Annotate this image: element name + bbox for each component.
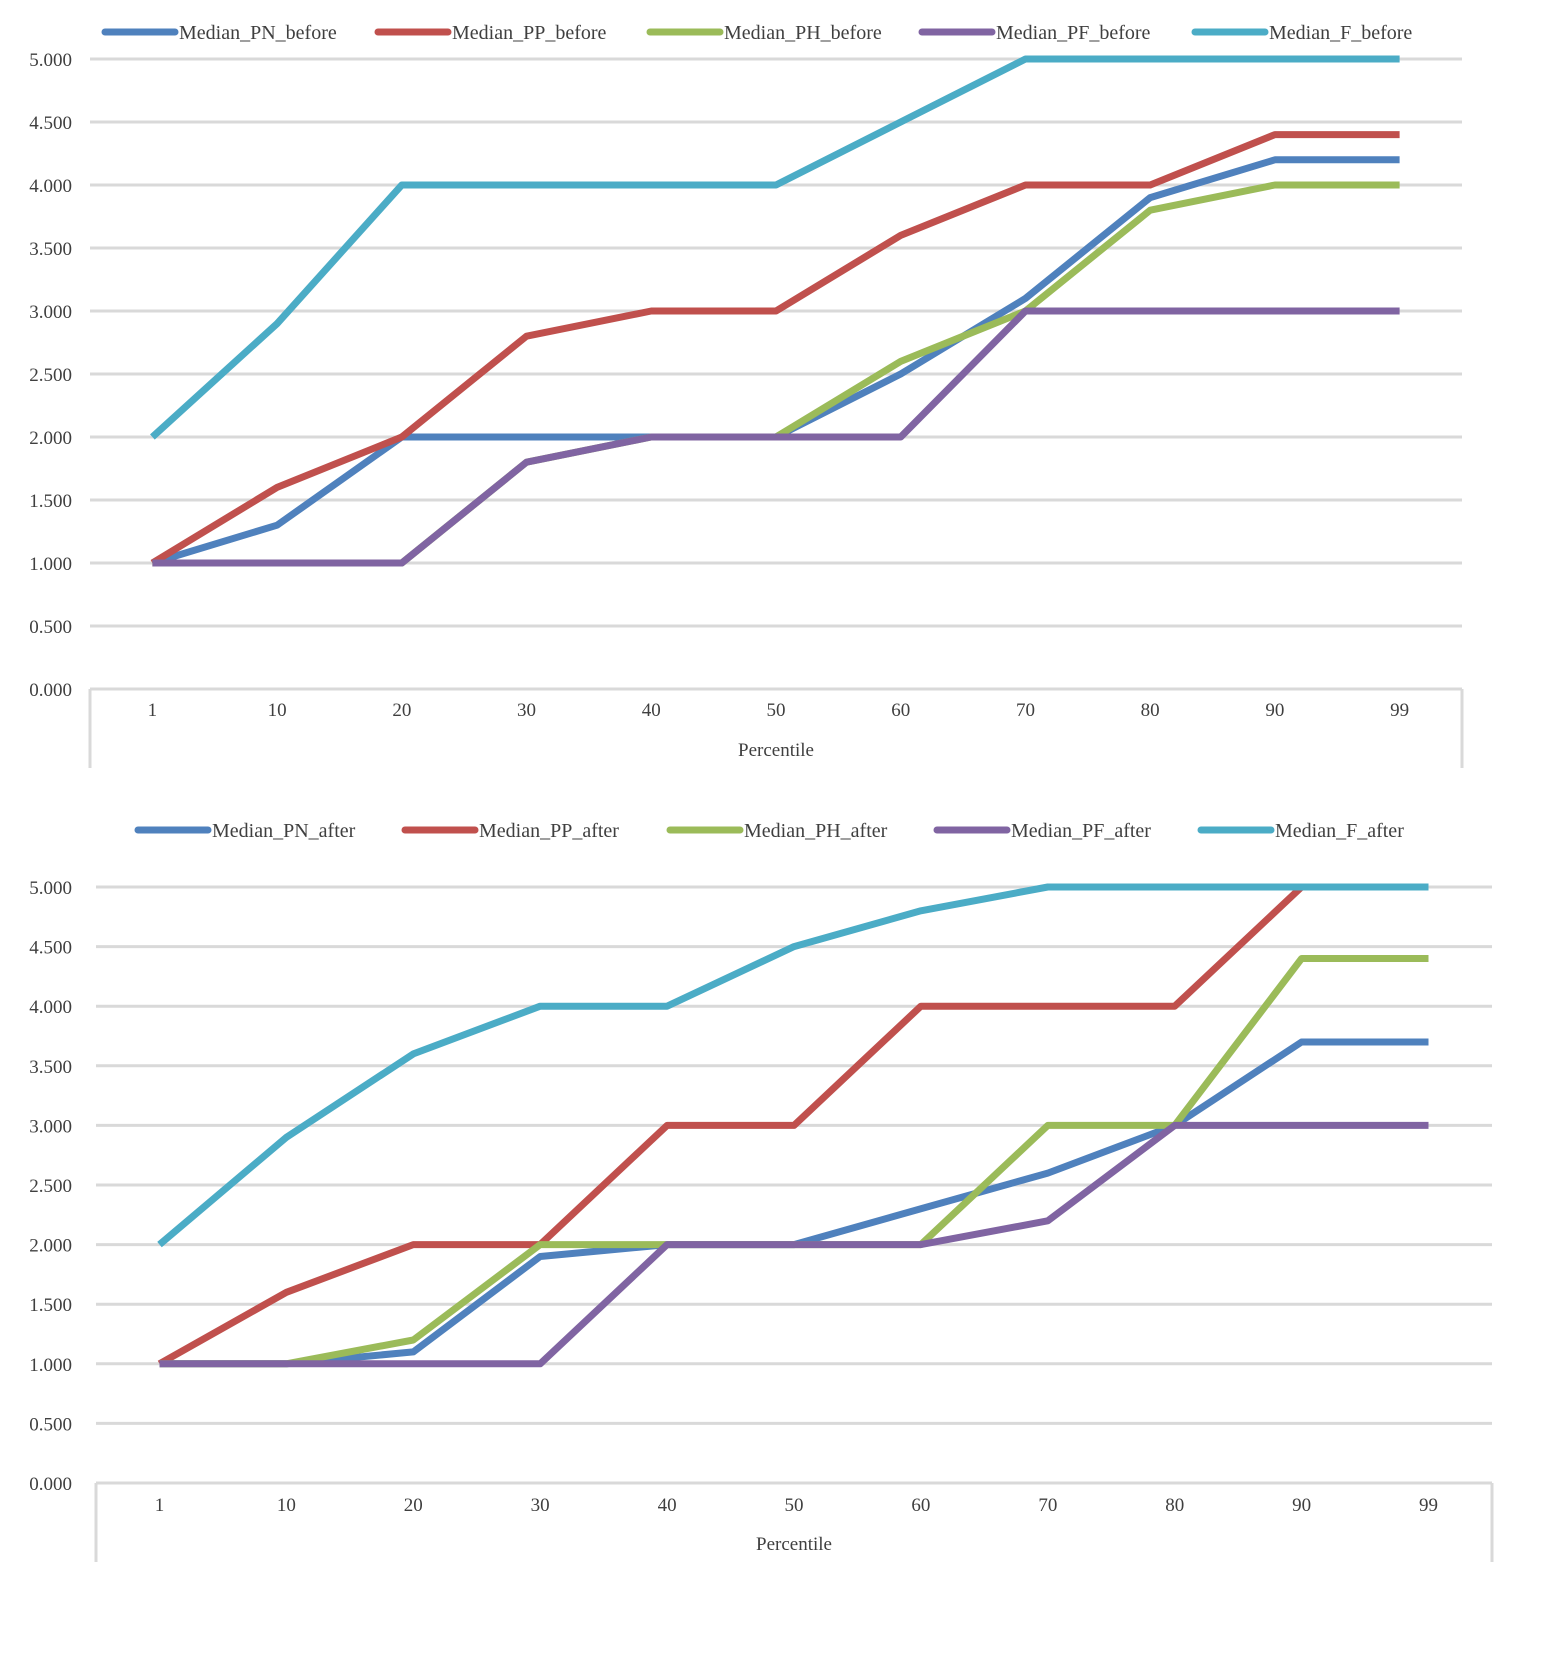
series-line-median-pn-after xyxy=(159,1038,1429,1368)
x-axis-title: Percentile xyxy=(738,740,814,761)
legend-item: Median_F_after xyxy=(1197,820,1404,842)
x-tick-label: 10 xyxy=(277,1495,296,1516)
legend-label: Median_F_after xyxy=(1275,820,1404,842)
legend-label: Median_F_before xyxy=(1269,22,1412,44)
x-tick-label: 99 xyxy=(1419,1495,1438,1516)
chart-after: 0.000 0.500 1.000 1.500 2.000 2.500 3.000 3.500… xyxy=(29,820,1494,1562)
y-tick-label: 3.500 xyxy=(29,1057,72,1078)
legend-after: Median_PN_after Median_PP_after Median_PH_… xyxy=(134,820,1404,842)
legend-item: Median_PP_after xyxy=(401,820,619,842)
x-tick-label: 90 xyxy=(1265,700,1284,721)
x-tick-label: 60 xyxy=(911,1495,930,1516)
x-tick-label: 1 xyxy=(148,700,158,721)
y-tick-label: 4.000 xyxy=(29,176,72,197)
x-tick-label: 90 xyxy=(1292,1495,1311,1516)
legend-label: Median_PH_before xyxy=(724,22,882,44)
legend-item: Median_PN_after xyxy=(134,820,356,842)
y-tick-label: 5.000 xyxy=(29,50,72,71)
x-tick-label: 10 xyxy=(268,700,287,721)
series-group-before xyxy=(150,55,1400,567)
x-tick-label: 70 xyxy=(1016,700,1035,721)
y-tick-label: 2.500 xyxy=(29,365,72,386)
y-tick-label: 2.000 xyxy=(29,1236,72,1257)
series-line-median-pf-after xyxy=(159,1121,1429,1368)
x-tick-label: 40 xyxy=(658,1495,677,1516)
y-tick-label: 2.000 xyxy=(29,428,72,449)
y-tick-label: 0.000 xyxy=(29,1474,72,1495)
y-tick-label: 3.000 xyxy=(29,1116,72,1137)
legend-label: Median_PP_after xyxy=(479,820,619,842)
y-tick-label: 3.500 xyxy=(29,239,72,260)
series-line-median-f-after xyxy=(157,883,1429,1248)
y-axis-ticks-before: 0.000 0.500 1.000 1.500 2.000 2.500 3.000 3.500… xyxy=(29,50,72,701)
series-line-median-f-before xyxy=(150,55,1400,440)
x-tick-label: 50 xyxy=(767,700,786,721)
legend-before: Median_PN_before Median_PP_before Median_P… xyxy=(101,22,1412,44)
y-tick-label: 1.500 xyxy=(29,1295,72,1316)
x-tick-label: 20 xyxy=(404,1495,423,1516)
legend-label: Median_PN_after xyxy=(212,820,356,842)
x-tick-label: 1 xyxy=(155,1495,165,1516)
x-tick-label: 20 xyxy=(392,700,411,721)
y-tick-label: 4.000 xyxy=(29,997,72,1018)
y-tick-label: 4.500 xyxy=(29,938,72,959)
legend-item: Median_PH_before xyxy=(646,22,882,44)
series-line-median-pp-after xyxy=(157,883,1429,1367)
x-tick-label: 50 xyxy=(785,1495,804,1516)
y-tick-label: 2.500 xyxy=(29,1176,72,1197)
x-tick-label: 30 xyxy=(517,700,536,721)
x-tick-label: 80 xyxy=(1165,1495,1184,1516)
series-line-median-pp-before xyxy=(150,131,1400,566)
x-tick-label: 80 xyxy=(1141,700,1160,721)
legend-label: Median_PF_after xyxy=(1011,820,1151,842)
legend-label: Median_PF_before xyxy=(996,22,1151,44)
x-tick-label: 60 xyxy=(891,700,910,721)
legend-item: Median_PH_after xyxy=(666,820,888,842)
y-tick-label: 5.000 xyxy=(29,878,72,899)
gridlines-after xyxy=(96,885,1492,1425)
legend-item: Median_PN_before xyxy=(101,22,337,44)
x-tick-label: 70 xyxy=(1038,1495,1057,1516)
legend-item: Median_PF_before xyxy=(918,22,1151,44)
x-tick-label: 40 xyxy=(642,700,661,721)
y-tick-label: 1.000 xyxy=(29,1355,72,1376)
series-group-after xyxy=(157,883,1429,1368)
x-axis-before: 1 10 20 30 40 50 60 70 80 90 99 Percentile xyxy=(88,687,1464,768)
y-tick-label: 0.500 xyxy=(29,1414,72,1435)
legend-label: Median_PH_after xyxy=(744,820,888,842)
x-tick-label: 99 xyxy=(1390,700,1409,721)
y-tick-label: 0.500 xyxy=(29,617,72,638)
legend-item: Median_PF_after xyxy=(933,820,1151,842)
series-line-median-pn-before xyxy=(151,156,1400,567)
legend-item: Median_F_before xyxy=(1191,22,1412,44)
y-tick-label: 4.500 xyxy=(29,113,72,134)
legend-item: Median_PP_before xyxy=(374,22,607,44)
y-tick-label: 1.000 xyxy=(29,554,72,575)
legend-label: Median_PN_before xyxy=(179,22,337,44)
x-axis-title: Percentile xyxy=(756,1534,832,1555)
y-tick-label: 1.500 xyxy=(29,491,72,512)
y-axis-ticks-after: 0.000 0.500 1.000 1.500 2.000 2.500 3.000 3.500… xyxy=(29,878,72,1495)
y-tick-label: 0.000 xyxy=(29,680,72,701)
x-tick-label: 30 xyxy=(531,1495,550,1516)
legend-label: Median_PP_before xyxy=(452,22,607,44)
series-line-median-pf-before xyxy=(152,307,1400,567)
x-axis-after: 1 10 20 30 40 50 60 70 80 90 99 Percentile xyxy=(94,1481,1494,1562)
chart-before: 0.000 0.500 1.000 1.500 2.000 2.500 3.000 3.500… xyxy=(29,22,1464,768)
y-tick-label: 3.000 xyxy=(29,302,72,323)
